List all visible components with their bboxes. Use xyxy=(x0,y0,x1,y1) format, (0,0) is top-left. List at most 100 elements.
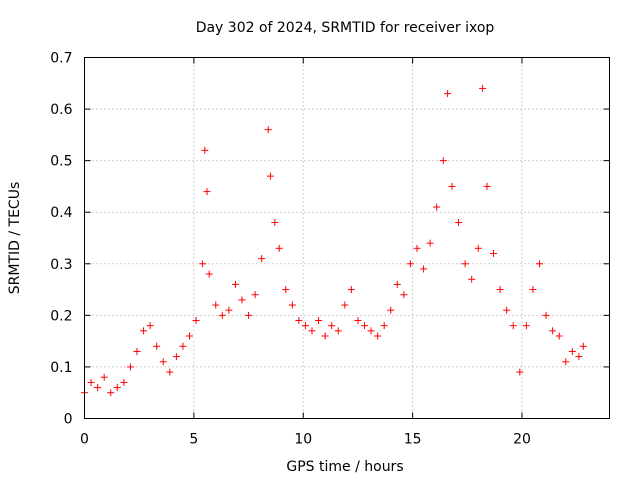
data-point xyxy=(264,126,272,134)
data-point xyxy=(413,244,421,252)
data-point xyxy=(483,182,491,190)
data-point xyxy=(575,353,583,361)
data-point xyxy=(266,172,274,180)
data-point xyxy=(542,311,550,319)
data-point xyxy=(400,291,408,299)
y-axis-label: SRMTID / TECUs xyxy=(7,182,23,295)
x-tick-label: 15 xyxy=(404,432,422,448)
data-point xyxy=(159,358,167,366)
data-point xyxy=(579,342,587,350)
data-point xyxy=(380,322,388,330)
x-tick-label: 0 xyxy=(80,432,89,448)
data-point xyxy=(199,260,207,268)
data-point xyxy=(295,317,303,325)
data-point xyxy=(212,301,220,309)
data-point xyxy=(455,219,463,227)
y-tick-label: 0.2 xyxy=(50,308,72,324)
chart-title: Day 302 of 2024, SRMTID for receiver ixo… xyxy=(196,20,495,36)
data-point xyxy=(426,239,434,247)
x-tick-label: 5 xyxy=(189,432,198,448)
data-point xyxy=(562,358,570,366)
data-point xyxy=(328,322,336,330)
data-point xyxy=(245,311,253,319)
data-point xyxy=(509,322,517,330)
data-point xyxy=(87,378,95,386)
data-point xyxy=(461,260,469,268)
data-point xyxy=(100,373,108,381)
data-point xyxy=(420,265,428,273)
data-point xyxy=(503,306,511,314)
data-point xyxy=(555,332,563,340)
data-point xyxy=(479,84,487,92)
data-point xyxy=(231,280,239,288)
data-point xyxy=(490,249,498,257)
data-point xyxy=(218,311,226,319)
data-point xyxy=(94,384,102,392)
data-point xyxy=(439,157,447,165)
data-point xyxy=(347,286,355,294)
data-point xyxy=(308,327,316,335)
data-point xyxy=(113,384,121,392)
data-point xyxy=(133,347,141,355)
data-point xyxy=(172,353,180,361)
data-point xyxy=(367,327,375,335)
data-point xyxy=(282,286,290,294)
data-point xyxy=(201,146,209,154)
grid-lines xyxy=(84,57,610,419)
data-point xyxy=(529,286,537,294)
data-points xyxy=(81,84,587,397)
data-point xyxy=(448,182,456,190)
data-point xyxy=(536,260,543,268)
data-point xyxy=(146,322,154,330)
data-point xyxy=(126,363,134,371)
y-tick-label: 0.1 xyxy=(50,360,72,376)
data-point xyxy=(334,327,342,335)
data-point xyxy=(153,342,161,350)
data-point xyxy=(251,291,259,299)
data-point xyxy=(120,378,128,386)
y-tick-label: 0.4 xyxy=(50,205,72,221)
data-point xyxy=(192,317,200,325)
data-point xyxy=(203,188,211,196)
data-point xyxy=(393,280,401,288)
axis-ticks: 0 0.1 0.2 0.3 0.4 0.5 0.6 0.7 0 5 10 15 20 xyxy=(50,51,610,448)
x-axis-label: GPS time / hours xyxy=(286,459,403,475)
y-tick-label: 0.6 xyxy=(50,102,72,118)
data-point xyxy=(205,270,213,278)
data-point xyxy=(354,317,362,325)
data-point xyxy=(238,296,246,304)
data-point xyxy=(549,327,557,335)
data-point xyxy=(406,260,414,268)
data-point xyxy=(288,301,296,309)
data-point xyxy=(275,244,283,252)
plot-frame xyxy=(84,57,610,419)
y-tick-label: 0 xyxy=(64,412,73,428)
x-tick-label: 10 xyxy=(294,432,312,448)
data-point xyxy=(107,389,115,397)
data-point xyxy=(474,244,482,252)
data-point xyxy=(315,317,323,325)
y-tick-label: 0.7 xyxy=(50,51,72,67)
data-point xyxy=(568,347,576,355)
data-point xyxy=(321,332,329,340)
data-point xyxy=(341,301,349,309)
data-point xyxy=(225,306,233,314)
y-tick-label: 0.3 xyxy=(50,257,72,273)
data-point xyxy=(301,322,309,330)
data-point xyxy=(468,275,476,283)
data-point xyxy=(186,332,193,340)
data-point xyxy=(444,90,452,98)
data-point xyxy=(522,322,530,330)
data-point xyxy=(361,322,368,330)
data-point xyxy=(496,286,504,294)
data-point xyxy=(433,203,441,211)
x-tick-label: 20 xyxy=(513,432,531,448)
data-point xyxy=(166,368,174,376)
data-point xyxy=(179,342,187,350)
data-point xyxy=(374,332,382,340)
data-point xyxy=(516,368,524,376)
data-point xyxy=(258,255,266,263)
data-point xyxy=(140,327,148,335)
y-tick-label: 0.5 xyxy=(50,154,72,170)
